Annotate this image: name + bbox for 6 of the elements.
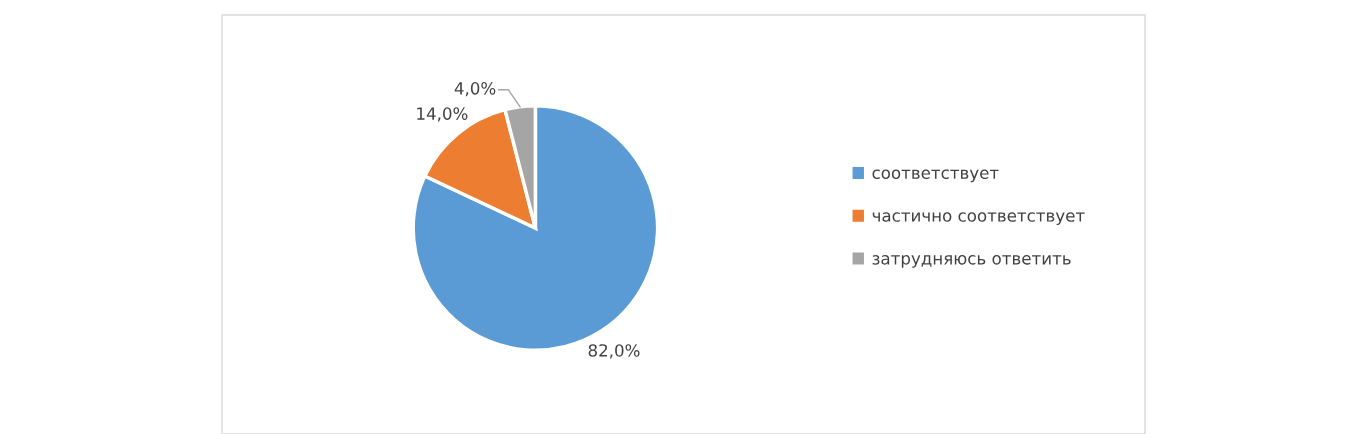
legend-label: затрудняюсь ответить — [872, 255, 1071, 268]
legend-label: соответствует — [872, 169, 999, 183]
data-label: 14,0% — [417, 107, 468, 122]
data-label: 4,0% — [454, 82, 496, 97]
data-label: 82,0% — [588, 344, 640, 359]
legend-label: частично соответствует — [872, 212, 1085, 226]
